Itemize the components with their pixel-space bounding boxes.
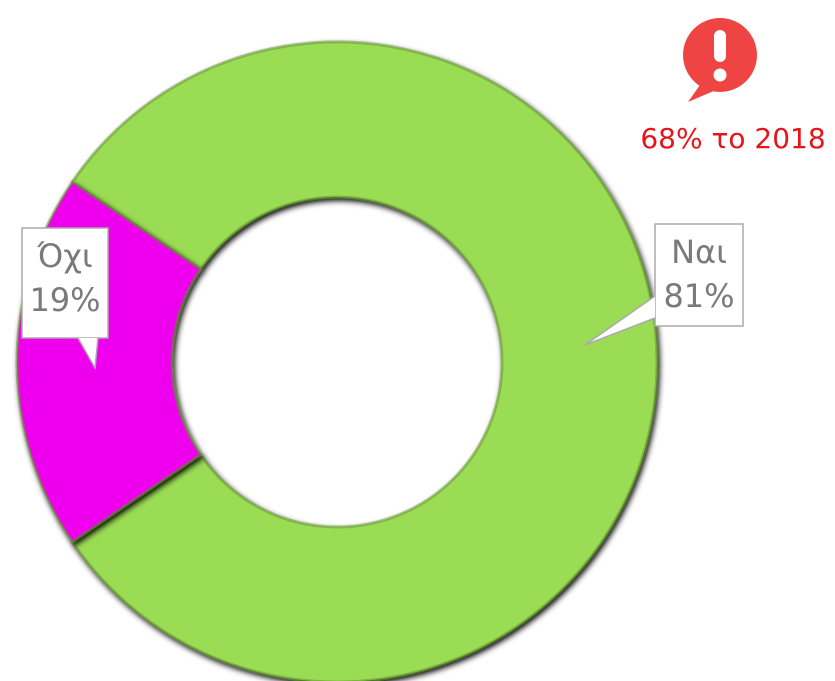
data-label-category: Όχι <box>36 237 92 275</box>
callout-pointer <box>77 337 99 371</box>
exclamation-dot <box>713 68 727 82</box>
data-label-value: 81% <box>663 277 734 315</box>
annotation: 68% το 2018 <box>640 122 825 155</box>
exclamation <box>714 30 726 62</box>
callout-pointer <box>584 295 656 346</box>
donut <box>15 40 659 681</box>
callout-box <box>21 227 109 339</box>
data-label-value: 19% <box>29 281 100 319</box>
donut-slice <box>70 40 659 681</box>
callout-box <box>654 223 744 327</box>
alert-icon <box>683 18 757 102</box>
data-label-category: Ναι <box>671 233 727 271</box>
